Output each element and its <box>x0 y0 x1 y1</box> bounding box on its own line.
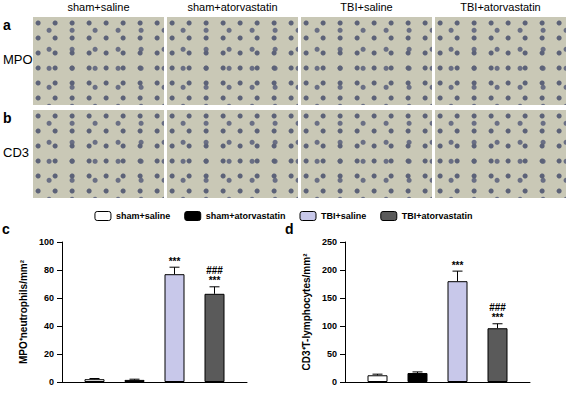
svg-text:40: 40 <box>44 321 54 331</box>
svg-text:150: 150 <box>322 293 337 303</box>
html-text:b: b <box>3 110 12 126</box>
svg-text:sham+saline: sham+saline <box>116 211 170 221</box>
svg-text:20: 20 <box>44 349 54 359</box>
svg-text:***: *** <box>492 312 504 323</box>
html-text:sham+saline: sham+saline <box>67 1 130 13</box>
svg-text:80: 80 <box>44 265 54 275</box>
svg-text:100: 100 <box>322 321 337 331</box>
svg-text:MPO⁺neutrophils/mm²: MPO⁺neutrophils/mm² <box>18 259 29 364</box>
svg-text:d: d <box>285 221 294 237</box>
svg-text:0: 0 <box>49 377 54 387</box>
svg-text:***: *** <box>452 260 464 271</box>
html-text:TBI+atorvastatin: TBI+atorvastatin <box>460 1 541 13</box>
svg-text:50: 50 <box>327 349 337 359</box>
html-text:MPO: MPO <box>3 52 33 67</box>
svg-text:sham+atorvastatin: sham+atorvastatin <box>206 211 286 221</box>
html-text:sham+atorvastatin: sham+atorvastatin <box>187 1 278 13</box>
svg-text:TBI+atorvastatin: TBI+atorvastatin <box>402 211 473 221</box>
svg-text:100: 100 <box>39 237 54 247</box>
html-text:CD3: CD3 <box>3 145 29 160</box>
svg-text:c: c <box>2 221 10 237</box>
svg-text:0: 0 <box>332 377 337 387</box>
svg-text:TBI+saline: TBI+saline <box>321 211 366 221</box>
svg-text:***: *** <box>169 256 181 267</box>
svg-text:250: 250 <box>322 237 337 247</box>
svg-text:60: 60 <box>44 293 54 303</box>
html-text:TBI+saline: TBI+saline <box>340 1 393 13</box>
svg-text:***: *** <box>209 275 221 286</box>
html-text:a: a <box>3 17 11 33</box>
svg-text:CD3⁺T-lymphocytes/mm²: CD3⁺T-lymphocytes/mm² <box>301 253 312 371</box>
svg-text:200: 200 <box>322 265 337 275</box>
